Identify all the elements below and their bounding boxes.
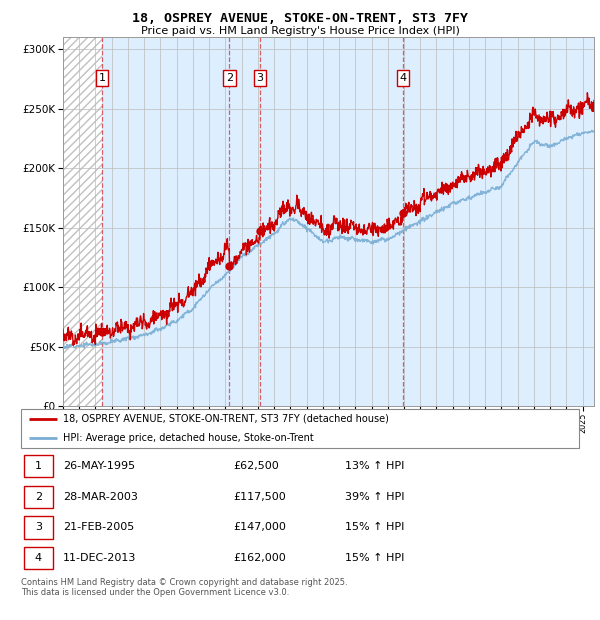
Text: £117,500: £117,500 bbox=[233, 492, 286, 502]
Text: HPI: Average price, detached house, Stoke-on-Trent: HPI: Average price, detached house, Stok… bbox=[63, 433, 314, 443]
FancyBboxPatch shape bbox=[24, 547, 53, 569]
Text: 18, OSPREY AVENUE, STOKE-ON-TRENT, ST3 7FY: 18, OSPREY AVENUE, STOKE-ON-TRENT, ST3 7… bbox=[132, 12, 468, 25]
Text: 39% ↑ HPI: 39% ↑ HPI bbox=[344, 492, 404, 502]
Text: Contains HM Land Registry data © Crown copyright and database right 2025.
This d: Contains HM Land Registry data © Crown c… bbox=[21, 578, 347, 597]
Text: 28-MAR-2003: 28-MAR-2003 bbox=[63, 492, 138, 502]
Text: 4: 4 bbox=[400, 73, 407, 83]
Text: 15% ↑ HPI: 15% ↑ HPI bbox=[344, 553, 404, 563]
Text: 21-FEB-2005: 21-FEB-2005 bbox=[63, 523, 134, 533]
Text: 18, OSPREY AVENUE, STOKE-ON-TRENT, ST3 7FY (detached house): 18, OSPREY AVENUE, STOKE-ON-TRENT, ST3 7… bbox=[63, 414, 389, 424]
Text: £62,500: £62,500 bbox=[233, 461, 279, 471]
Text: 2: 2 bbox=[226, 73, 233, 83]
Text: Price paid vs. HM Land Registry's House Price Index (HPI): Price paid vs. HM Land Registry's House … bbox=[140, 26, 460, 36]
FancyBboxPatch shape bbox=[24, 485, 53, 508]
Text: 15% ↑ HPI: 15% ↑ HPI bbox=[344, 523, 404, 533]
Text: 3: 3 bbox=[35, 523, 42, 533]
Text: £162,000: £162,000 bbox=[233, 553, 286, 563]
Text: 3: 3 bbox=[256, 73, 263, 83]
Text: 1: 1 bbox=[98, 73, 106, 83]
Text: 1: 1 bbox=[35, 461, 42, 471]
Text: 4: 4 bbox=[35, 553, 42, 563]
Bar bbox=[63, 37, 102, 406]
FancyBboxPatch shape bbox=[24, 455, 53, 477]
Text: 11-DEC-2013: 11-DEC-2013 bbox=[63, 553, 136, 563]
Text: 2: 2 bbox=[35, 492, 42, 502]
Text: 26-MAY-1995: 26-MAY-1995 bbox=[63, 461, 135, 471]
FancyBboxPatch shape bbox=[21, 409, 579, 448]
Text: 13% ↑ HPI: 13% ↑ HPI bbox=[344, 461, 404, 471]
Text: £147,000: £147,000 bbox=[233, 523, 286, 533]
FancyBboxPatch shape bbox=[24, 516, 53, 539]
